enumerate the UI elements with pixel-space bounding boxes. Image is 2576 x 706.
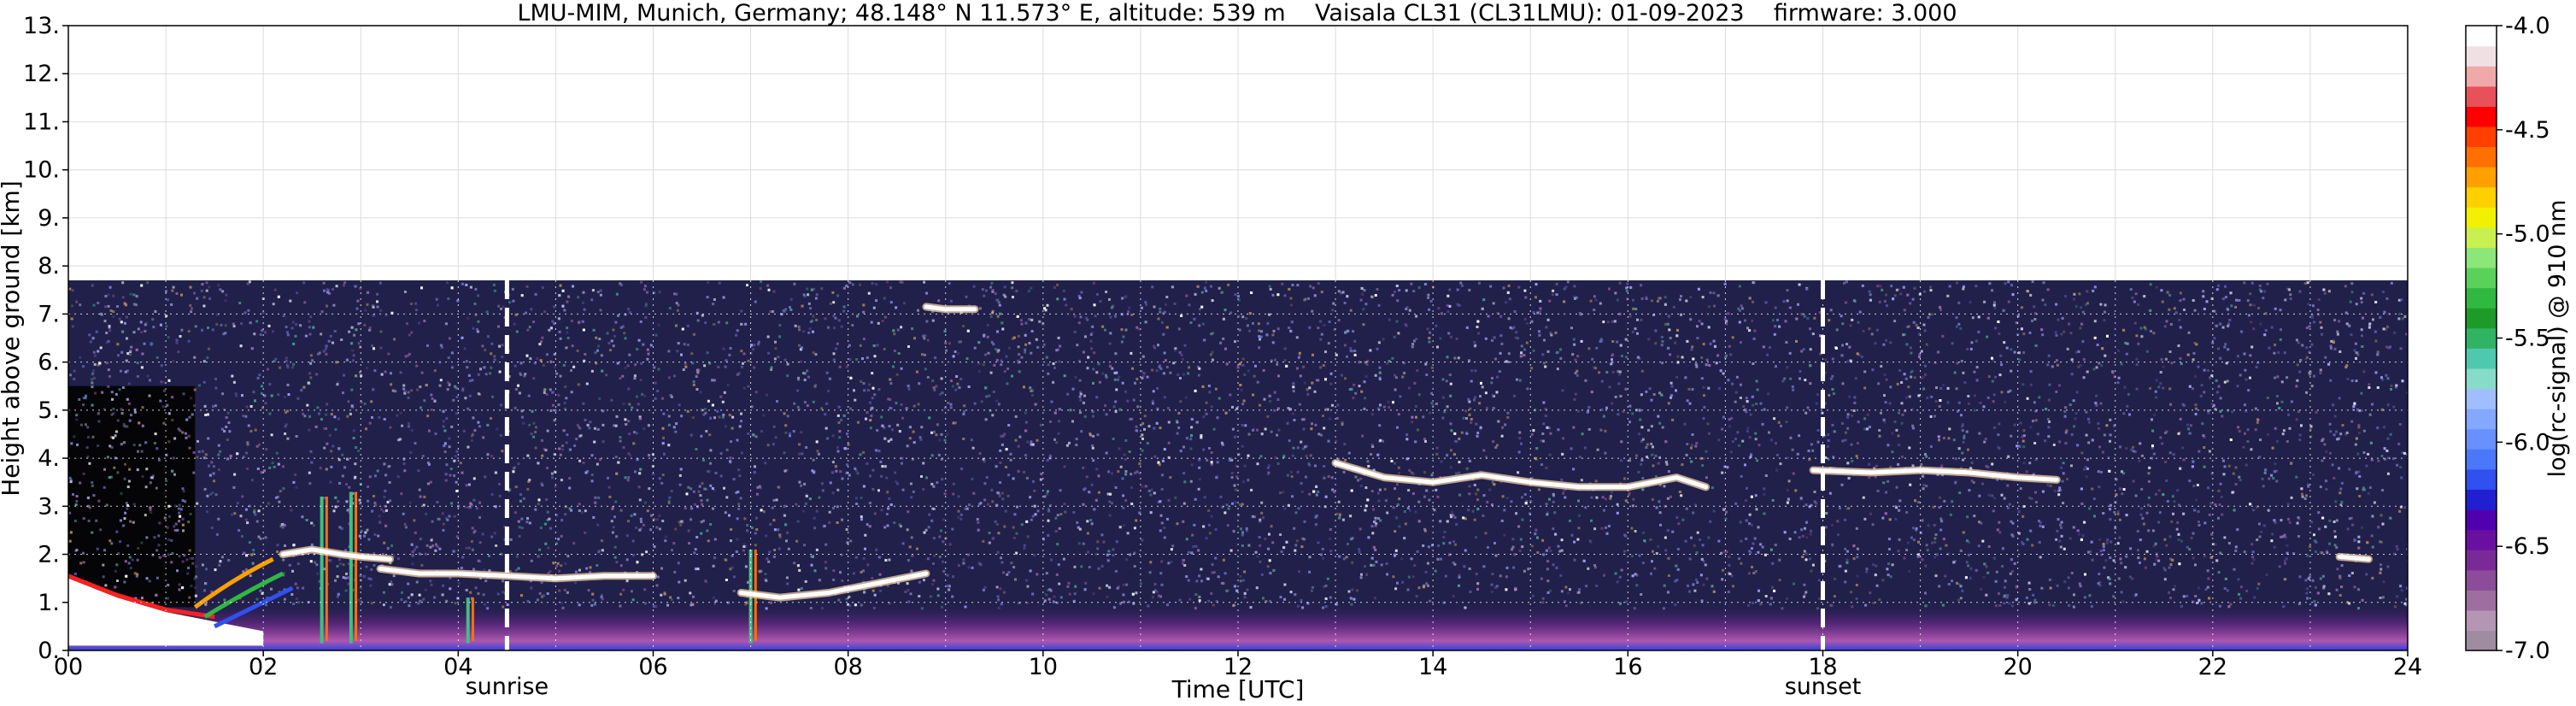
y-tick-label: 9. — [38, 205, 60, 232]
colorbar-cell — [2466, 146, 2497, 168]
sun-markers — [504, 280, 1825, 650]
x-tick-label: 00 — [54, 654, 83, 680]
overlay-gridlines — [68, 280, 2408, 650]
y-tick-label: 6. — [38, 350, 60, 376]
sun-marker-labels: sunrise sunset — [466, 674, 1862, 700]
cloud-layer — [1333, 461, 1709, 490]
x-axis-label: Time [UTC] — [1171, 675, 1305, 703]
x-tick-label: 24 — [2393, 654, 2422, 680]
cloud-layers — [279, 303, 2373, 602]
colorbar-tick-label: -5.5 — [2505, 326, 2550, 352]
colorbar-cell — [2466, 609, 2497, 632]
backscatter-heatmap — [68, 280, 2408, 650]
y-tick-label: 12. — [23, 61, 60, 87]
x-tick-label: 06 — [638, 654, 667, 680]
colorbar-tick-label: -6.5 — [2505, 533, 2550, 560]
colorbar-cell — [2466, 590, 2497, 611]
colorbar-tick-label: -4.5 — [2505, 117, 2550, 144]
colorbar-cell — [2466, 630, 2497, 651]
y-axis-label: Height above ground [km] — [0, 180, 25, 497]
colorbar-cell — [2466, 247, 2497, 268]
colorbar-tick-label: -4.0 — [2505, 13, 2550, 39]
cloud-layer — [378, 566, 655, 581]
colorbar-cell — [2466, 126, 2497, 148]
colorbar-cell — [2466, 348, 2497, 369]
colorbar-cell — [2466, 45, 2497, 67]
colorbar-cell — [2466, 186, 2497, 208]
colorbar-cell — [2466, 388, 2497, 409]
colorbar-tick-label: -7.0 — [2505, 638, 2550, 664]
colorbar-cell — [2466, 26, 2497, 47]
colorbar-cell — [2466, 167, 2497, 188]
colorbar-cell — [2466, 85, 2497, 107]
x-tick-label: 14 — [1418, 654, 1447, 680]
colorbar-cell — [2466, 428, 2497, 450]
sunrise-label: sunrise — [466, 674, 549, 700]
colorbar-cell — [2466, 106, 2497, 127]
colorbar-cell — [2466, 509, 2497, 531]
colorbar-tick-label: -6.0 — [2505, 429, 2550, 456]
cloud-layer — [924, 304, 977, 312]
x-tick-label: 22 — [2198, 654, 2227, 680]
y-tick-label: 0. — [38, 638, 60, 664]
y-tick-label: 13. — [23, 13, 60, 39]
plot-area — [67, 25, 2409, 651]
y-tick-label: 2. — [38, 542, 60, 568]
x-axis: 00 02 04 06 08 10 12 14 16 18 20 22 24 — [54, 650, 2422, 680]
cloud-layer — [1810, 468, 2059, 482]
colorbar-cell — [2466, 368, 2497, 390]
colorbar-tick-label: -5.0 — [2505, 221, 2550, 248]
x-tick-label: 02 — [249, 654, 278, 680]
sunset-label: sunset — [1785, 674, 1862, 700]
x-tick-label: 20 — [2003, 654, 2032, 680]
x-tick-label: 16 — [1613, 654, 1642, 680]
colorbar-cell — [2466, 550, 2497, 571]
colorbar-cell — [2466, 267, 2497, 289]
colorbar-cell — [2466, 449, 2497, 470]
morning-aerosol-signal — [68, 491, 757, 646]
colorbar-cell — [2466, 529, 2497, 550]
cloud-layer — [2337, 554, 2371, 562]
colorbar-cell — [2466, 409, 2497, 430]
colorbar: -4.0 -4.5 -5.0 -5.5 -6.0 -6.5 -7.0 log(rc-sign… — [2465, 13, 2571, 664]
colorbar-cell — [2466, 207, 2497, 228]
colorbar-cell — [2466, 468, 2497, 490]
x-tick-label: 10 — [1029, 654, 1058, 680]
y-tick-label: 4. — [38, 445, 60, 472]
y-tick-label: 7. — [38, 301, 60, 327]
colorbar-cell — [2466, 66, 2497, 87]
colorbar-cell — [2466, 227, 2497, 248]
y-tick-label: 3. — [38, 493, 60, 520]
x-tick-label: 08 — [833, 654, 862, 680]
y-tick-label: 10. — [23, 157, 60, 184]
colorbar-cell — [2466, 489, 2497, 510]
colorbar-cell — [2466, 569, 2497, 591]
colorbar-cell — [2466, 308, 2497, 329]
y-tick-label: 8. — [38, 253, 60, 279]
y-axis: 0. 1. 2. 3. 4. 5. 6. 7. 8. 9. 10. 11. 12. 13. — [23, 13, 68, 664]
x-tick-label: 12 — [1223, 654, 1253, 680]
x-tick-label: 04 — [443, 654, 472, 680]
y-tick-label: 11. — [23, 109, 60, 135]
colorbar-label: log(rc-signal) @ 910 nm — [2544, 200, 2571, 478]
y-tick-label: 1. — [38, 590, 60, 616]
cloud-layer — [280, 547, 392, 562]
chart-title: LMU-MIM, Munich, Germany; 48.148° N 11.5… — [517, 0, 1957, 26]
colorbar-cell — [2466, 287, 2497, 309]
y-tick-label: 5. — [38, 397, 60, 424]
x-tick-label: 18 — [1808, 654, 1837, 680]
cloud-layer — [738, 571, 929, 600]
colorbar-cell — [2466, 327, 2497, 349]
